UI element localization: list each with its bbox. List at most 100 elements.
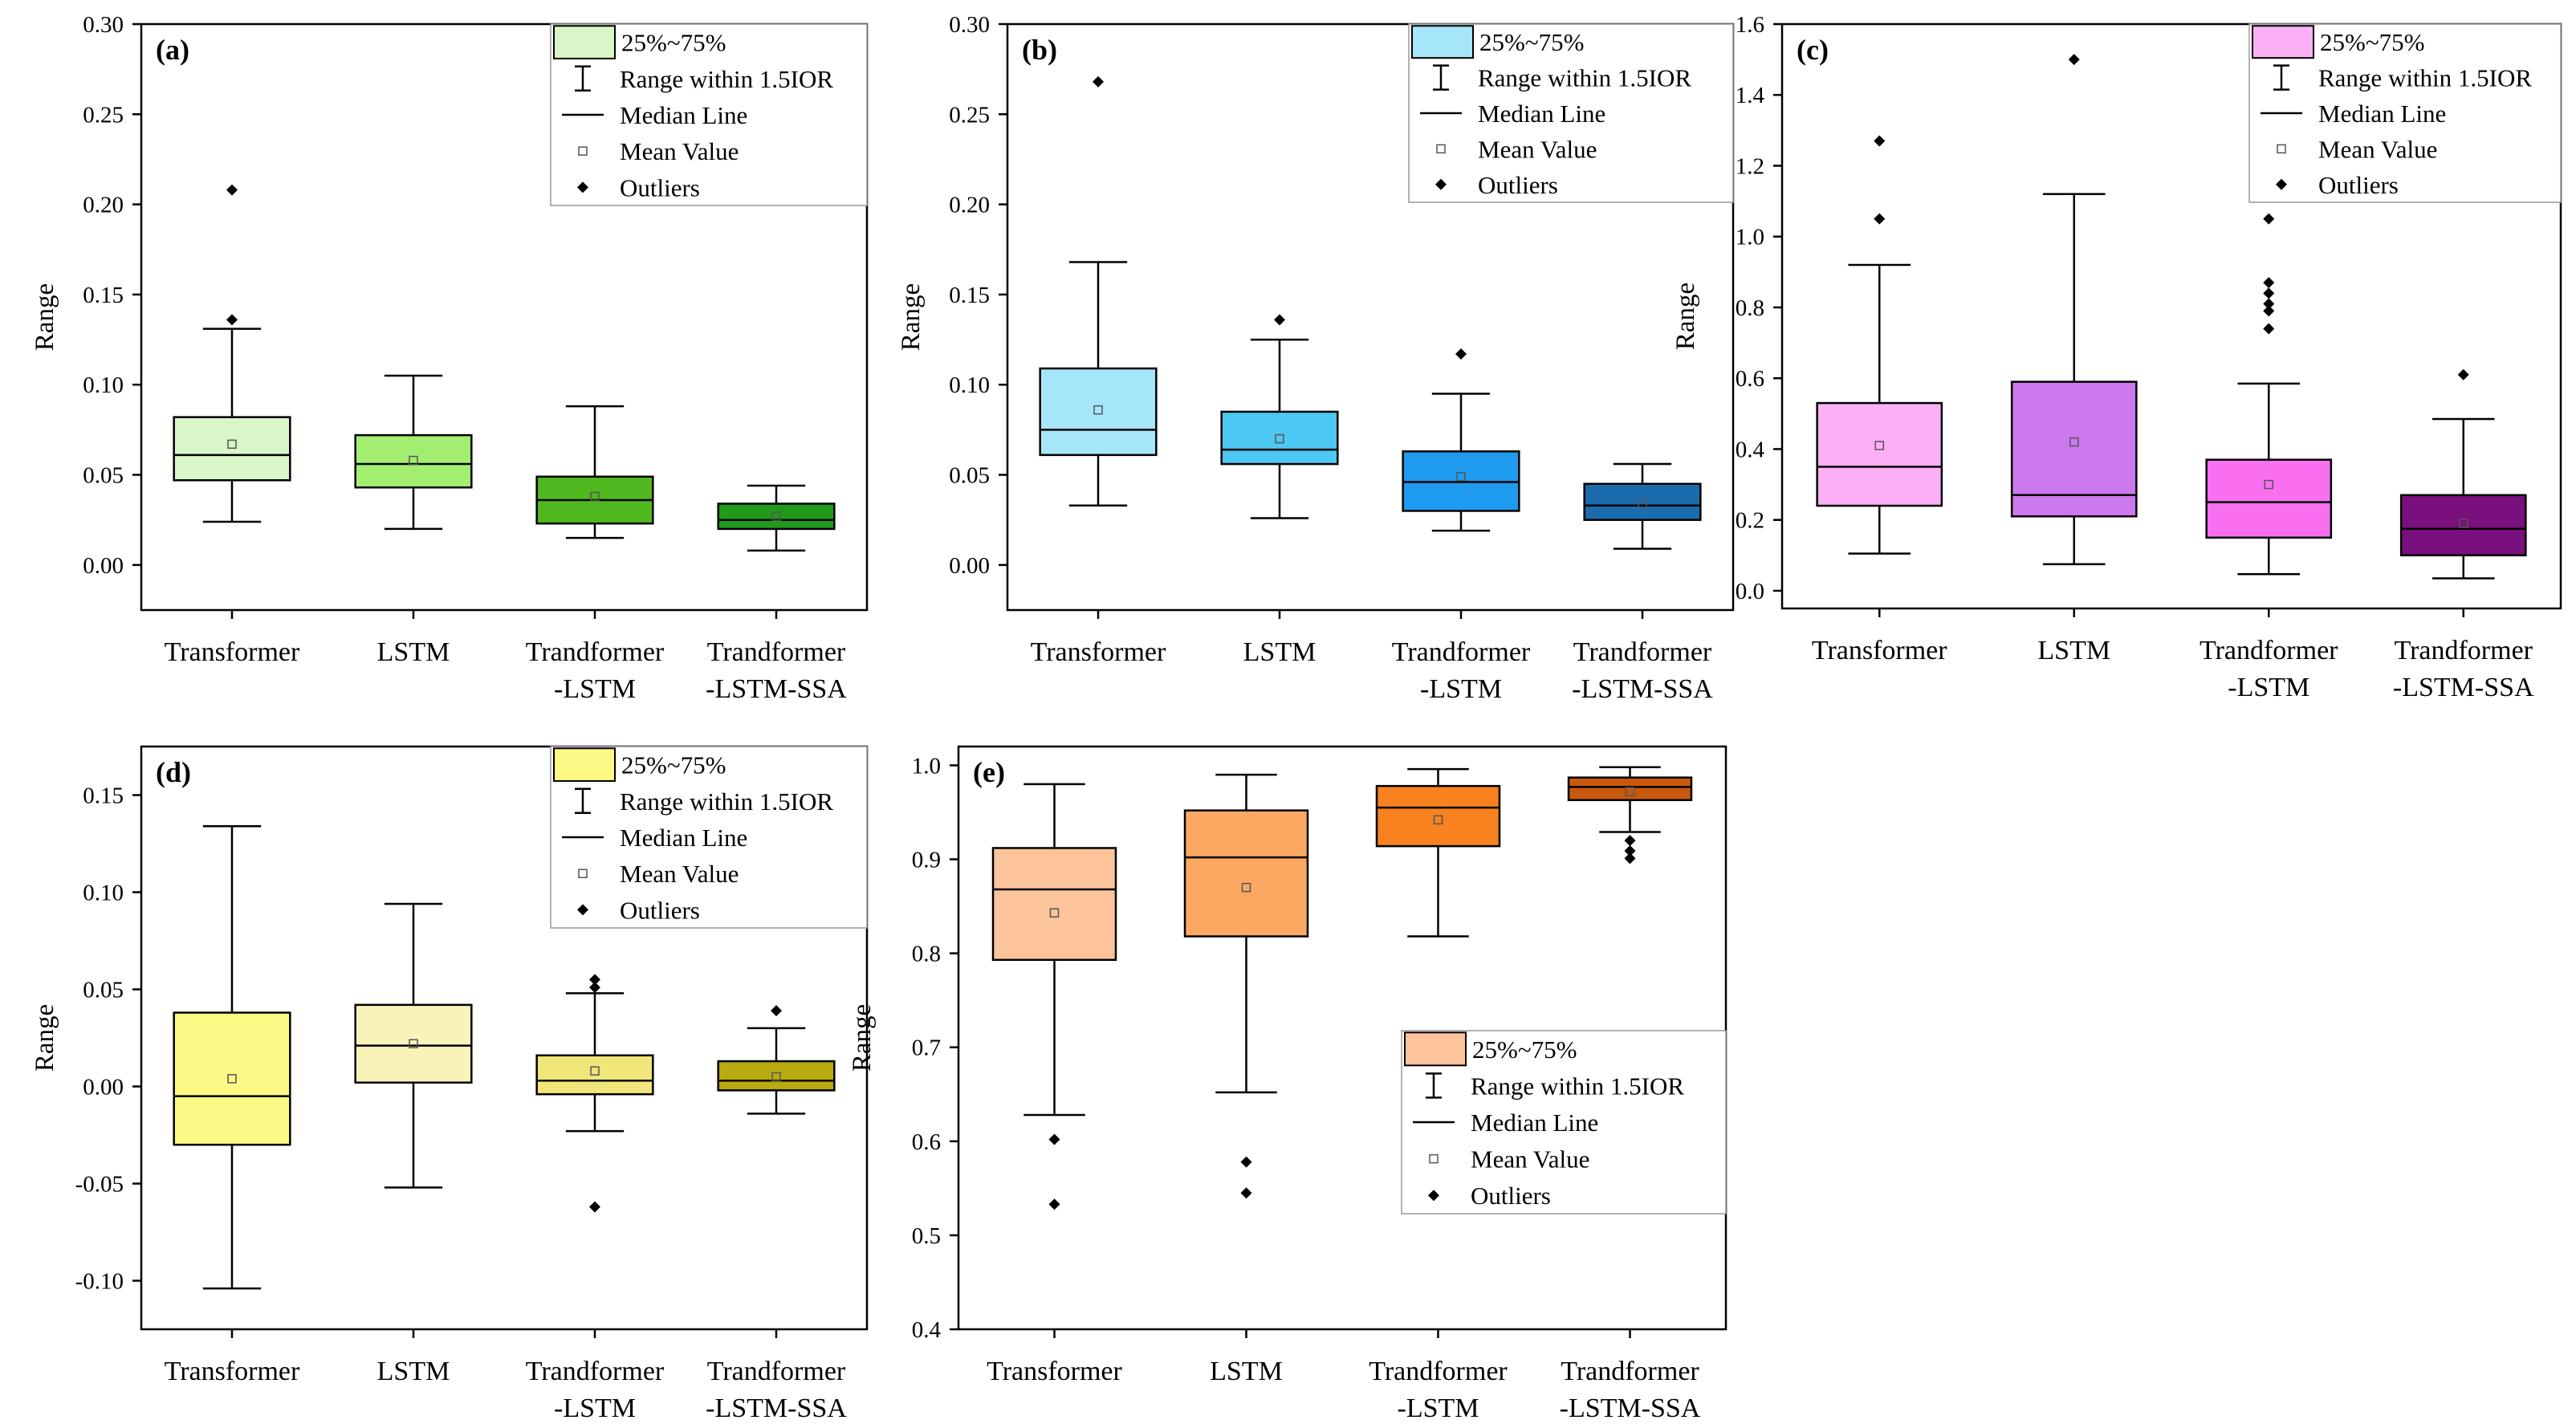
outlier-point [226,184,238,196]
legend-label: Mean Value [2318,135,2437,163]
outlier-point [1624,844,1636,856]
category-label-line: -LSTM-SSA [1560,1393,1701,1420]
outlier-point [1874,213,1886,225]
box-3: Trandformer -LSTM [1392,348,1531,704]
legend-mean-icon [578,146,588,156]
y-tick-label: 0.2 [1736,508,1764,534]
mean-marker [2459,519,2468,528]
y-tick-label: 0.8 [912,942,941,967]
legend-label: Range within 1.5IOR [620,65,833,93]
legend-swatch [2252,25,2314,59]
box-2: LSTM [2010,54,2138,665]
iqr-box [2399,494,2527,557]
box-1: Transformer [165,184,300,667]
box-2: LSTM [1220,314,1339,667]
category-label: Trandformer -LSTM [526,1357,665,1420]
outlier-point [1274,314,1285,326]
legend: 25%~75% Range within 1.5IOR Median Line Mea… [550,746,868,929]
y-tick-label: 0.00 [83,1075,124,1101]
category-label-line: LSTM [2037,636,2110,665]
box-1: Transformer [1812,135,1947,665]
legend-label: Median Line [2318,100,2446,128]
panel-title: (a) [156,34,189,66]
y-tick-label: 0.10 [83,372,124,398]
mean-marker [1433,815,1443,825]
mean-marker [1275,433,1284,444]
panel-title: (d) [156,756,191,788]
category-label-line: Transformer [165,637,300,667]
box-3: Trandformer -LSTM [1369,767,1508,1423]
outlier-point [1240,1156,1252,1168]
outlier-point [589,1201,600,1213]
category-label-line: -LSTM [1420,674,1502,704]
box-3: Trandformer -LSTM [526,405,665,704]
legend-label: Range within 1.5IOR [1471,1072,1684,1100]
y-tick-label: 0.25 [949,102,990,128]
category-label-line: Trandformer [526,637,665,667]
legend-mean-icon [2277,144,2286,154]
y-tick-label: 0.20 [949,193,990,218]
mean-marker [1638,498,1647,509]
box-4: Trandformer -LSTM-SSA [2393,368,2534,702]
category-label: Transformer [1031,637,1166,667]
y-tick-label: 0.0 [1736,579,1764,604]
mean-marker [2069,437,2079,447]
outlier-point [226,314,238,326]
y-tick-label: 0.20 [83,193,124,218]
y-tick-label: 0.05 [83,463,124,489]
category-label-line: Transformer [1812,636,1947,665]
iqr-box [1583,482,1702,521]
legend-label: Mean Value [620,860,739,888]
category-label: Trandformer -LSTM [1369,1357,1508,1420]
legend-label: Outliers [620,896,700,924]
iqr-box [1816,401,1943,507]
legend-outlier-icon [2276,178,2287,190]
legend-label: Mean Value [1471,1145,1589,1174]
mean-marker [1456,472,1466,482]
category-label-line: Trandformer [707,1357,846,1386]
outlier-point [1048,1198,1060,1210]
y-tick-label: 0.05 [83,978,124,1003]
plot-frame [1006,22,1735,612]
outlier-point [2263,277,2275,289]
y-tick-label: 1.4 [1736,83,1765,108]
category-label-line: Trandformer [1392,637,1531,667]
box-4: Trandformer -LSTM-SSA [706,484,847,704]
outlier-point [2263,305,2275,317]
category-label: Trandformer -LSTM-SSA [1560,1357,1701,1420]
outlier-point [2263,323,2275,335]
category-label-line: Trandformer [526,1357,665,1386]
panel-e: 0.4 0.5 0.6 0.7 0.8 0.9 1.0 Range (e) Transformer… [848,745,1728,1423]
y-tick-label: 0.4 [1736,437,1765,462]
mean-marker [2264,479,2273,490]
legend: 25%~75% Range within 1.5IOR Median Line Mea… [1408,23,1734,203]
category-label-line: Transformer [1031,637,1166,667]
outlier-point [2457,368,2469,380]
y-axis-label: Range [31,1004,59,1072]
box-4: Trandformer -LSTM-SSA [1572,462,1713,704]
category-label-line: LSTM [1210,1357,1283,1386]
box-2: LSTM [354,374,473,667]
mean-marker [1625,787,1635,796]
legend-label: 25%~75% [1472,1035,1577,1064]
plot-frame [140,745,869,1331]
outlier-point [2263,298,2275,310]
legend-mean-icon [578,869,588,878]
y-tick-label: 1.0 [912,753,941,779]
legend-label: Median Line [620,101,747,129]
panel-a: 0.00 0.05 0.10 0.15 0.20 0.25 0.30 Range (a) Tran… [31,12,869,704]
legend-label: 25%~75% [621,751,726,779]
category-label-line: LSTM [1243,637,1316,667]
iqr-box [173,1011,291,1146]
y-tick-label: 0.7 [912,1035,941,1061]
y-tick-label: 0.00 [83,553,124,579]
legend: 25%~75% Range within 1.5IOR Median Line Mea… [2248,23,2562,203]
iqr-box [1567,776,1693,801]
y-tick-label: -0.10 [75,1269,124,1295]
y-tick-label: 0.15 [83,783,124,809]
y-tick-label: 0.15 [949,283,990,308]
y-axis-label: Range [848,1004,877,1072]
outlier-point [2263,213,2275,225]
legend-label: Outliers [1478,171,1558,199]
